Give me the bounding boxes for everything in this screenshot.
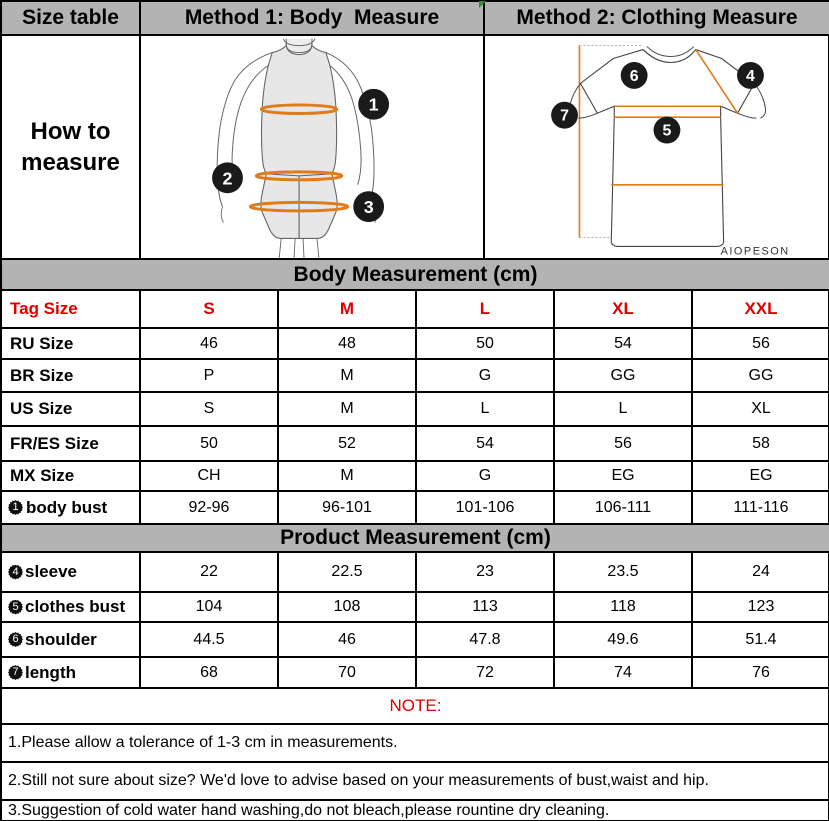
svg-text:2: 2 <box>223 168 233 188</box>
svg-text:7: 7 <box>560 108 569 125</box>
svg-text:5: 5 <box>663 123 672 140</box>
svg-text:1: 1 <box>369 95 379 115</box>
svg-text:4: 4 <box>746 68 755 85</box>
svg-text:AIOPESON: AIOPESON <box>721 245 790 257</box>
svg-text:3: 3 <box>364 197 374 217</box>
svg-text:6: 6 <box>630 68 639 85</box>
